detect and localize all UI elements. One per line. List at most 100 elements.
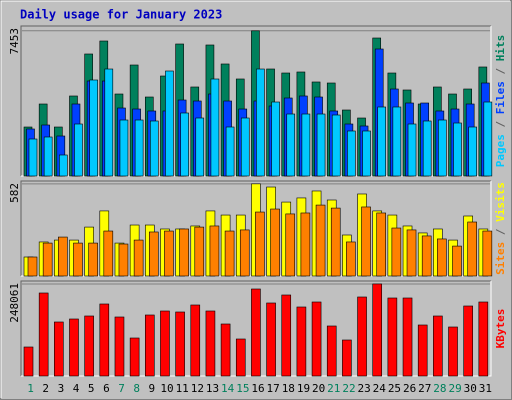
bar: [346, 241, 356, 277]
legend-entry: Pages: [494, 134, 507, 167]
x-tick-label: 4: [73, 382, 80, 395]
bar: [74, 123, 83, 177]
bar: [104, 68, 114, 177]
x-tick-label: 27: [418, 382, 431, 395]
legend-entry: Visits: [494, 182, 507, 222]
bar: [205, 310, 216, 377]
bar: [377, 106, 387, 177]
bar: [482, 230, 493, 277]
y-tick-label: 7453: [8, 28, 21, 55]
bar: [119, 119, 129, 177]
bar: [59, 154, 68, 177]
bar: [209, 225, 220, 277]
bar: [58, 236, 68, 277]
bar: [342, 339, 352, 377]
bar: [38, 292, 49, 377]
bar: [129, 337, 140, 377]
bar: [134, 119, 144, 177]
legend-entry: Hits: [494, 35, 507, 62]
bar: [407, 123, 417, 177]
bar: [99, 303, 110, 377]
legend-separator: [494, 114, 507, 121]
x-tick-label: 26: [403, 382, 416, 395]
bar: [281, 294, 292, 377]
bar: [286, 113, 296, 177]
x-tick-label: 21: [327, 382, 340, 395]
bar: [406, 229, 417, 277]
legend-separator: [494, 61, 507, 68]
bar: [256, 68, 265, 177]
bar: [73, 242, 83, 277]
bar: [301, 113, 311, 177]
bar: [225, 126, 235, 177]
bar: [362, 130, 371, 177]
bar: [148, 231, 159, 277]
bar: [483, 101, 493, 177]
bar: [422, 120, 432, 177]
chart-title: Daily usage for January 2023: [20, 8, 222, 22]
bar: [347, 130, 356, 177]
legend-separator: /: [494, 228, 507, 235]
bar: [255, 211, 265, 277]
bar: [452, 245, 462, 277]
bar: [88, 242, 98, 277]
bar: [361, 206, 371, 277]
panel-border: [20, 280, 491, 376]
bar: [391, 227, 402, 277]
x-tick-label: 15: [236, 382, 249, 395]
bar: [330, 207, 341, 277]
bar: [180, 112, 189, 177]
x-tick-label: 8: [133, 382, 140, 395]
x-tick-label: 13: [206, 382, 219, 395]
x-tick-label: 19: [297, 382, 310, 395]
x-tick-label: 18: [282, 382, 295, 395]
bar: [438, 119, 447, 177]
y-tick-label: 248061: [8, 283, 21, 323]
legend-separator: /: [494, 68, 507, 75]
bar: [437, 238, 447, 277]
x-tick-label: 10: [160, 382, 173, 395]
bar: [266, 302, 276, 377]
bar: [331, 114, 341, 177]
x-tick-label: 29: [448, 382, 461, 395]
x-tick-label: 16: [251, 382, 264, 395]
x-tick-label: 6: [103, 382, 110, 395]
bar: [220, 323, 231, 377]
x-tick-label: 2: [42, 382, 49, 395]
legend: Sites / Visits: [494, 182, 507, 275]
x-tick-label: 11: [176, 382, 189, 395]
legend-entry: Files: [494, 81, 507, 114]
legend: KBytes: [494, 309, 507, 349]
bar: [160, 310, 170, 377]
x-tick-label: 12: [191, 382, 204, 395]
bar: [195, 117, 205, 177]
bar: [453, 122, 462, 177]
x-tick-label: 3: [58, 382, 65, 395]
bar: [468, 126, 477, 177]
x-tick-label: 20: [312, 382, 325, 395]
bar: [118, 243, 129, 277]
bar: [165, 70, 174, 177]
bar: [42, 242, 53, 277]
x-tick-label: 14: [221, 382, 235, 395]
y-tick-label: 582: [8, 183, 21, 203]
legend-separator: [494, 75, 507, 82]
bar: [463, 305, 473, 377]
bar: [402, 297, 413, 377]
panel-border: [20, 25, 491, 176]
bar: [224, 230, 235, 277]
x-tick-label: 28: [433, 382, 446, 395]
x-tick-label: 7: [118, 382, 125, 395]
bar: [300, 212, 311, 277]
bar: [164, 230, 174, 277]
bar: [387, 297, 398, 377]
legend-separator: /: [494, 121, 507, 128]
bar: [23, 346, 34, 377]
bar: [251, 288, 261, 377]
bar: [467, 221, 477, 277]
bar: [270, 208, 280, 277]
bar: [27, 256, 38, 277]
bar: [103, 230, 114, 277]
